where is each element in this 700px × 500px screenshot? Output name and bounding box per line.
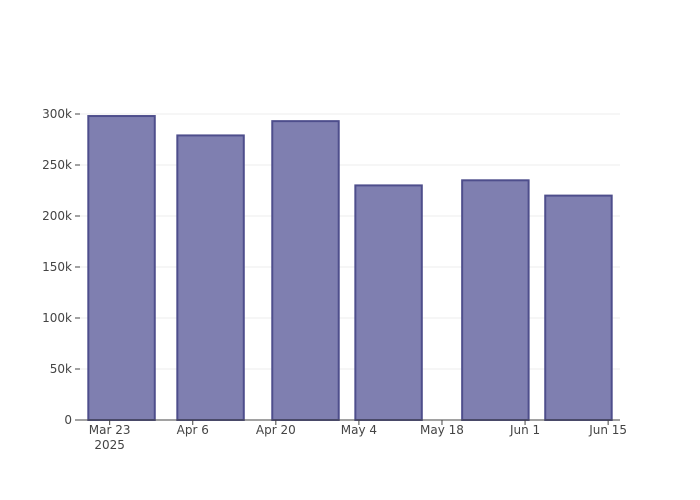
x-tick-label: Mar 23 2025 xyxy=(89,423,131,452)
bar xyxy=(354,184,423,421)
y-tick-label: 200k xyxy=(42,209,72,223)
y-tick-label: 100k xyxy=(42,311,72,325)
y-tick-label: 0 xyxy=(64,413,72,427)
bar xyxy=(271,120,340,421)
x-tick-label: May 4 xyxy=(341,423,377,437)
x-tick-label: Jun 15 xyxy=(588,423,627,437)
y-tick-label: 300k xyxy=(42,107,72,121)
x-tick-label: Apr 6 xyxy=(177,423,209,437)
x-tick-label: Jun 1 xyxy=(509,423,540,437)
x-tick-label: May 18 xyxy=(420,423,464,437)
y-tick-label: 50k xyxy=(50,362,72,376)
y-tick-label: 150k xyxy=(42,260,72,274)
bar xyxy=(87,115,156,421)
x-tick-label: Apr 20 xyxy=(256,423,296,437)
y-tick-label: 250k xyxy=(42,158,72,172)
bar xyxy=(544,194,613,421)
bar xyxy=(176,134,245,421)
bar xyxy=(461,179,530,421)
